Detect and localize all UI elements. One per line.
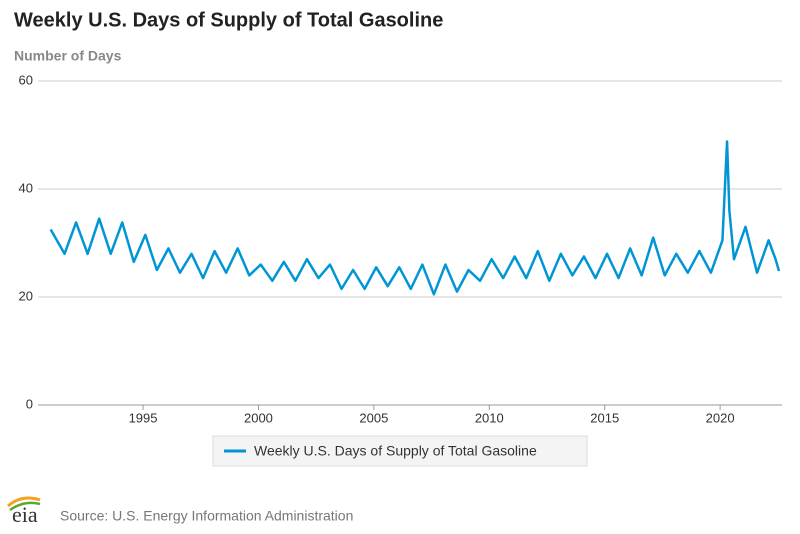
logo-arc xyxy=(7,496,41,508)
y-tick-label: 20 xyxy=(19,288,33,303)
x-tick-label: 2020 xyxy=(706,410,735,425)
y-tick-label: 0 xyxy=(26,396,33,411)
y-tick-label: 40 xyxy=(19,180,33,195)
y-tick-label: 60 xyxy=(19,72,33,87)
x-tick-label: 2000 xyxy=(244,410,273,425)
x-tick-label: 1995 xyxy=(129,410,158,425)
chart-title: Weekly U.S. Days of Supply of Total Gaso… xyxy=(14,9,443,31)
subtitle: Number of Days xyxy=(14,48,122,64)
logo-arc xyxy=(9,501,41,512)
legend-box xyxy=(212,435,588,467)
x-tick-label: 2015 xyxy=(590,410,619,425)
x-tick-label: 2010 xyxy=(475,410,504,425)
x-tick-label: 2005 xyxy=(359,410,388,425)
source: Source: U.S. Energy Information Administ… xyxy=(60,508,353,524)
data-line xyxy=(49,140,781,296)
legend-label: Weekly U.S. Days of Supply of Total Gaso… xyxy=(254,443,537,459)
